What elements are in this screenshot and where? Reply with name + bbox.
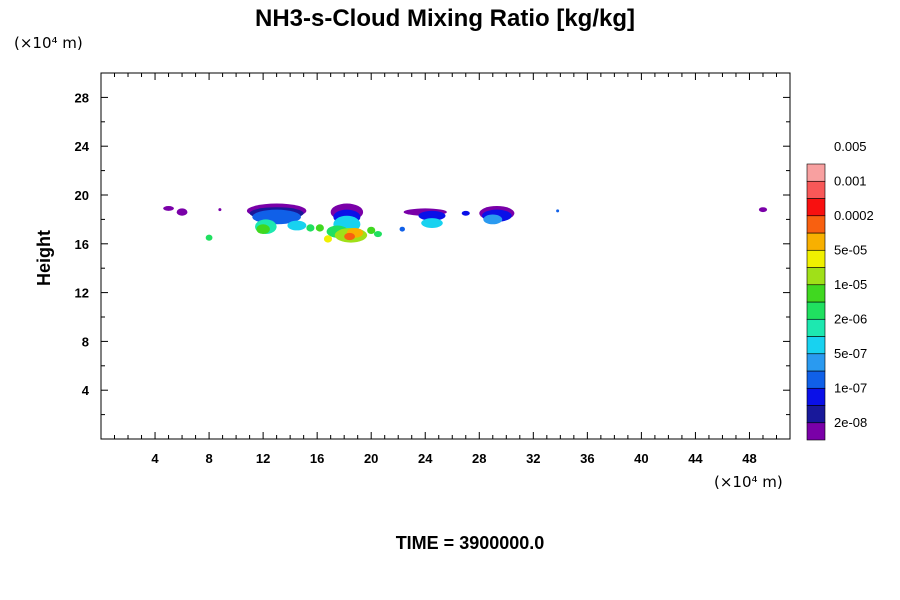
colorbar-swatch: [806, 163, 826, 182]
cloud-region: [483, 214, 503, 225]
cloud-region: [306, 224, 315, 232]
x-tick-label: 24: [418, 451, 433, 466]
colorbar-swatch: [806, 301, 826, 320]
colorbar-swatch: [806, 353, 826, 372]
x-tick-label: 48: [742, 451, 756, 466]
colorbar-label: 5e-05: [834, 242, 867, 257]
colorbar-label: 0.0002: [834, 208, 874, 223]
cloud-region: [418, 210, 446, 221]
x-tick-label: 44: [688, 451, 703, 466]
x-tick-label: 20: [364, 451, 378, 466]
y-tick-label: 12: [75, 286, 89, 301]
x-scale-label: (×10⁴ m): [714, 473, 783, 491]
colorbar-label: 5e-07: [834, 346, 867, 361]
colorbar-swatch: [806, 387, 826, 406]
colorbar-swatch: [806, 198, 826, 217]
x-tick-label: 4: [151, 451, 159, 466]
colorbar-label: 0.001: [834, 173, 867, 188]
plot-frame: [100, 72, 791, 440]
cloud-region: [373, 230, 383, 238]
cloud-region: [176, 208, 188, 216]
y-tick-label: 8: [82, 334, 89, 349]
cloud-region: [218, 208, 222, 212]
x-tick-label: 40: [634, 451, 648, 466]
colorbar-label: 2e-06: [834, 311, 867, 326]
y-tick-label: 16: [75, 237, 89, 252]
cloud-region: [556, 209, 560, 213]
colorbar-swatch: [806, 405, 826, 424]
colorbar-swatch: [806, 232, 826, 251]
cloud-region: [344, 232, 355, 241]
cloud-region: [323, 235, 333, 243]
x-tick-label: 32: [526, 451, 540, 466]
colorbar-swatch: [806, 318, 826, 337]
plot-area: [101, 73, 790, 439]
colorbar-labels: 2e-08 1e-07 5e-07 2e-06 1e-05 5e-05 0.0002 0.00…: [834, 139, 874, 430]
y-tick-labels: 4 8 12 16 20 24 28: [75, 90, 90, 398]
cloud-region: [367, 226, 376, 235]
y-axis-label: Height: [34, 230, 54, 286]
cloud-region: [205, 234, 213, 241]
y-tick-label: 24: [75, 139, 90, 154]
colorbar-swatch: [806, 422, 826, 441]
y-scale-label: (×10⁴ m): [14, 34, 83, 52]
colorbar-swatch: [806, 215, 826, 234]
axis-ticks: [101, 73, 790, 439]
colorbar-label: 0.005: [834, 139, 867, 154]
colorbar-swatch: [806, 249, 826, 268]
colorbar-swatch: [806, 336, 826, 355]
x-tick-label: 12: [256, 451, 270, 466]
x-tick-label: 36: [580, 451, 594, 466]
colorbar-label: 1e-05: [834, 277, 867, 292]
cloud-region: [758, 207, 768, 213]
cloud-region: [287, 220, 307, 231]
y-tick-label: 20: [75, 188, 89, 203]
cloud-region: [461, 210, 470, 216]
colorbar-label: 1e-07: [834, 380, 867, 395]
x-tick-label: 16: [310, 451, 324, 466]
y-tick-label: 28: [75, 90, 89, 105]
colorbar-swatch: [806, 370, 826, 389]
time-label: TIME = 3900000.0: [396, 533, 545, 553]
cloud-region: [399, 226, 405, 232]
cloud-region: [256, 224, 270, 235]
y-tick-label: 4: [82, 383, 90, 398]
chart-title: NH3-s-Cloud Mixing Ratio [kg/kg]: [255, 5, 635, 32]
colorbar-swatch: [806, 267, 826, 286]
colorbar: [806, 163, 826, 441]
colorbar-label: 2e-08: [834, 415, 867, 430]
x-tick-labels: 4 8 12 16 20 24 28 32 36 40 44 48: [151, 451, 756, 466]
cloud-field: [163, 203, 768, 243]
colorbar-swatch: [806, 180, 826, 199]
x-tick-label: 8: [205, 451, 212, 466]
cloud-region: [163, 205, 174, 211]
colorbar-swatch: [806, 284, 826, 303]
cloud-region: [421, 218, 443, 228]
cloud-region: [315, 224, 324, 232]
x-tick-label: 28: [472, 451, 486, 466]
